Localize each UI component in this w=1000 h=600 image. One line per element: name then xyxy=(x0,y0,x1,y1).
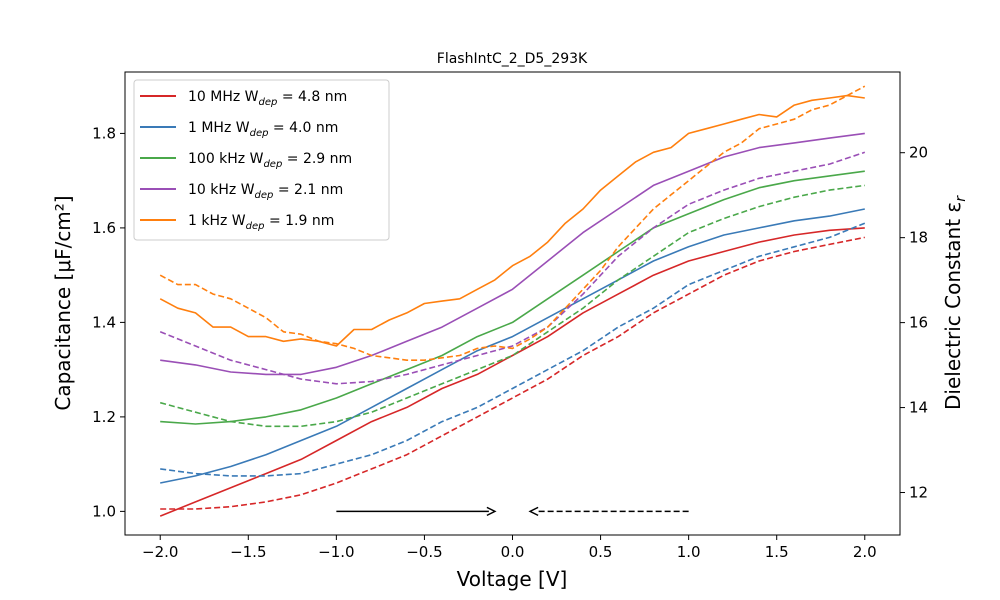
series-3-forward-line xyxy=(160,132,865,376)
legend-label: 1 MHz Wdep = 4.0 nm xyxy=(188,120,338,139)
chart-title: FlashIntC_2_D5_293K xyxy=(437,51,588,67)
series-4-reverse-line xyxy=(159,85,866,362)
x-tick-label: 1.5 xyxy=(765,543,789,561)
y-tick-label: 1.6 xyxy=(92,219,116,237)
y-tick-label: 1.0 xyxy=(92,502,116,520)
x-tick-label: 0.0 xyxy=(501,543,525,561)
legend-label: 10 kHz Wdep = 2.1 nm xyxy=(188,182,343,201)
y2-axis-label: Dielectric Constant εr xyxy=(941,195,969,410)
y-tick-label: 1.4 xyxy=(92,313,116,331)
y-tick-label: 1.8 xyxy=(92,124,116,142)
y2-tick-label: 12 xyxy=(909,484,928,502)
legend: 10 MHz Wdep = 4.8 nm 1 MHz Wdep = 4.0 nm 1… xyxy=(133,79,390,241)
series-2-reverse-line xyxy=(159,184,865,428)
x-axis-label: Voltage [V] xyxy=(457,567,568,591)
y2-tick-label: 14 xyxy=(909,399,928,417)
x-axis-ticks: −2.0 −1.5 −1.0 −0.5 0.0 0.5 1.0 1.5 2.0 xyxy=(142,535,877,561)
arrow-layer xyxy=(336,506,689,517)
series-0-reverse-line xyxy=(160,236,865,510)
x-tick-label: 0.5 xyxy=(589,543,613,561)
legend-label: 10 MHz Wdep = 4.8 nm xyxy=(188,89,347,108)
x-tick-label: −1.5 xyxy=(230,543,266,561)
series-1-forward-line xyxy=(160,208,865,484)
series-3-reverse-line xyxy=(159,151,866,385)
series-4-forward-line xyxy=(159,94,865,347)
x-tick-label: 1.0 xyxy=(677,543,701,561)
legend-label: 100 kHz Wdep = 2.9 nm xyxy=(188,151,352,170)
series-2-forward-line xyxy=(160,170,865,425)
y2-tick-label: 20 xyxy=(909,144,928,162)
reverse-sweep-arrowhead xyxy=(528,506,539,517)
legend-box xyxy=(133,79,390,241)
y2-axis-label-main: Dielectric Constant ε xyxy=(941,202,965,410)
forward-sweep-arrowhead xyxy=(486,506,497,517)
y2-tick-label: 16 xyxy=(909,314,928,332)
series-1-reverse-line xyxy=(160,222,866,477)
legend-label: 1 kHz Wdep = 1.9 nm xyxy=(188,213,334,232)
y2-tick-label: 18 xyxy=(909,229,928,247)
y2-axis-ticks: 12 14 16 18 20 xyxy=(900,144,928,502)
x-tick-label: −1.0 xyxy=(318,543,354,561)
y-tick-label: 1.2 xyxy=(92,408,116,426)
x-tick-label: 2.0 xyxy=(853,543,877,561)
series-layer xyxy=(159,85,866,517)
y2-axis-label-subscript: r xyxy=(953,195,969,202)
y-axis-label: Capacitance [μF/cm²] xyxy=(51,195,75,410)
x-tick-label: −2.0 xyxy=(142,543,178,561)
series-0-forward-line xyxy=(159,227,865,517)
y-axis-ticks: 1.0 1.2 1.4 1.6 1.8 xyxy=(92,124,125,520)
x-tick-label: −0.5 xyxy=(406,543,442,561)
